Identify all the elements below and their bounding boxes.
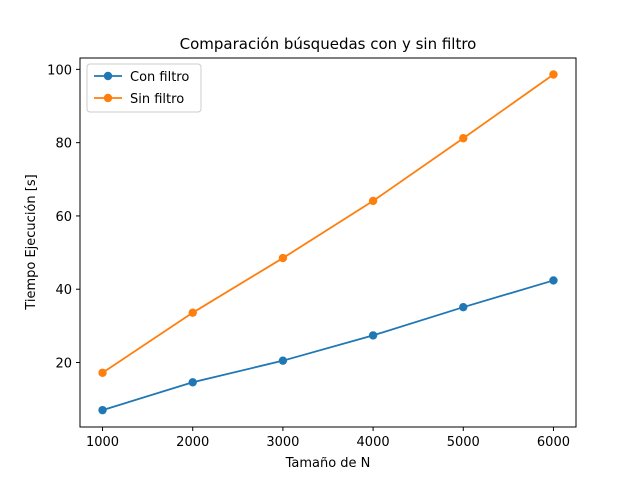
y-tick-label: 100 (47, 63, 72, 78)
series-layer (98, 70, 558, 415)
x-tick-label: 5000 (447, 435, 480, 450)
y-axis-label: Tiempo Ejecución [s] (24, 174, 39, 310)
data-point-series-1 (459, 302, 468, 312)
data-point-series-1 (98, 405, 107, 415)
data-point-series-1 (549, 276, 558, 285)
y-axis-ticks: 20 40 60 80 100 (47, 63, 80, 372)
series-line-2 (102, 73, 554, 374)
x-tick-label: 4000 (357, 435, 390, 450)
data-point-series-2 (188, 308, 197, 317)
chart-title: Comparación búsquedas con y sin filtro (180, 35, 477, 53)
x-axis-label: Tamaño de N (285, 456, 371, 471)
data-point-series-1 (188, 378, 197, 387)
data-point-series-2 (459, 134, 468, 143)
x-tick-label: 3000 (266, 435, 299, 450)
legend-marker-1 (103, 71, 113, 81)
series-line-1 (102, 279, 554, 411)
y-tick-label: 20 (55, 357, 72, 372)
data-point-series-2 (368, 196, 378, 206)
plot-frame (79, 57, 577, 428)
data-point-series-2 (98, 368, 107, 377)
legend-label-2: Sin filtro (130, 92, 184, 107)
y-tick-label: 40 (55, 283, 72, 298)
data-point-series-2 (549, 70, 558, 79)
x-tick-label: 1000 (86, 435, 119, 450)
data-point-series-2 (278, 253, 288, 263)
data-point-series-1 (368, 331, 378, 340)
y-tick-label: 80 (55, 137, 72, 152)
legend-label-1: Con filtro (130, 70, 189, 85)
legend-marker-2 (103, 93, 113, 103)
data-point-series-1 (278, 356, 288, 365)
y-tick-label: 60 (55, 210, 72, 225)
x-tick-label: 2000 (176, 435, 209, 450)
legend: Con filtro Sin filtro (86, 63, 202, 113)
x-axis-ticks: 1000 2000 3000 4000 5000 6000 (86, 427, 570, 450)
x-tick-label: 6000 (537, 435, 570, 450)
